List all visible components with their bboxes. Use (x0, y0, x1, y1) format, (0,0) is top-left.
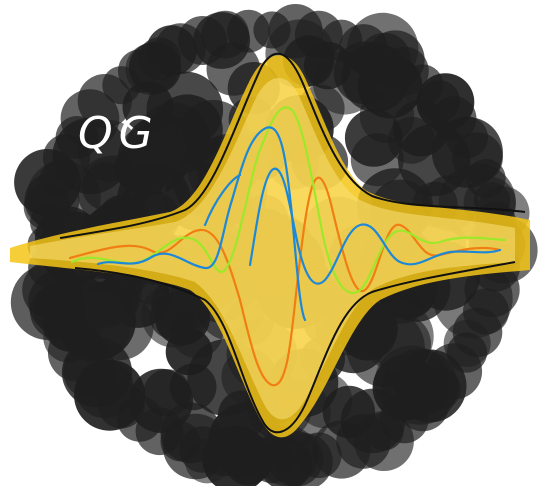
ink-blob-dab (359, 88, 415, 144)
ink-blob-dab (169, 363, 217, 411)
yellow-glow-icon (10, 55, 530, 438)
wave-green (70, 106, 507, 295)
band-outline-top (59, 52, 526, 239)
band-outline-bottom (74, 261, 516, 434)
wave-blue (96, 126, 502, 322)
wave-lines-icon (68, 106, 507, 387)
band-core (30, 77, 515, 420)
logo-text: QG (78, 108, 159, 159)
band-outline (59, 52, 526, 434)
wave-orange (68, 176, 502, 387)
